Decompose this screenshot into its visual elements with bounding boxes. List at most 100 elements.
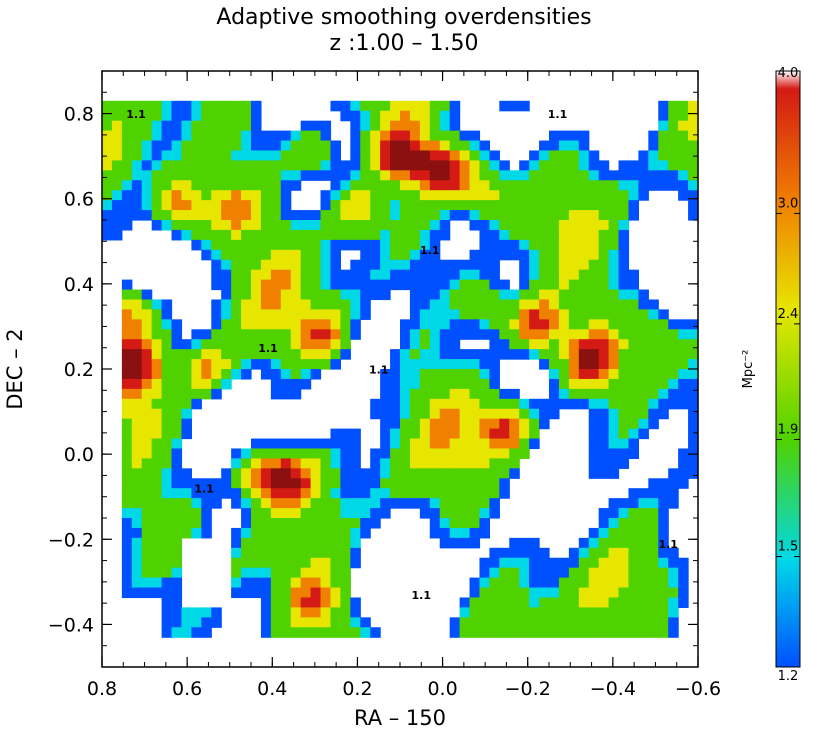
density-cell (628, 299, 639, 310)
density-cell (449, 418, 461, 430)
density-cell (558, 398, 570, 410)
density-cell (181, 190, 192, 201)
density-cell (380, 408, 391, 420)
density-cell (290, 299, 302, 310)
density-cell (171, 229, 183, 241)
density-cell (310, 508, 322, 519)
density-cell (568, 388, 580, 400)
density-cell (181, 140, 192, 152)
density-cell (578, 160, 590, 171)
density-cell (171, 120, 183, 132)
density-cell (578, 259, 590, 271)
density-cell (181, 388, 192, 400)
density-cell (598, 329, 610, 340)
density-cell (360, 140, 371, 152)
density-cell (449, 150, 461, 161)
density-cell (270, 577, 282, 589)
density-cell (539, 547, 550, 559)
density-cell (161, 557, 173, 569)
density-cell (290, 458, 302, 469)
density-cell (181, 617, 192, 628)
density-cell (241, 508, 252, 519)
density-cell (588, 200, 600, 211)
density-cell (459, 398, 471, 410)
density-cell (638, 547, 649, 559)
density-cell (439, 210, 451, 221)
density-cell (201, 369, 212, 380)
density-cell (509, 319, 520, 330)
density-cell (330, 100, 341, 112)
density-cell (499, 438, 510, 450)
density-cell (251, 518, 262, 529)
density-cell (688, 349, 699, 360)
density-cell (251, 259, 262, 271)
density-cell (439, 408, 451, 420)
density-cell (419, 488, 431, 499)
density-cell (151, 537, 163, 549)
density-cell (350, 547, 361, 559)
density-cell (509, 220, 520, 231)
density-cell (390, 498, 401, 509)
density-cell (380, 269, 391, 281)
density-cell (469, 597, 481, 608)
density-cell (618, 160, 630, 171)
density-cell (251, 547, 262, 559)
density-cell (260, 527, 272, 539)
density-cell (370, 627, 381, 638)
density-cell (320, 448, 332, 459)
density-cell (489, 577, 500, 589)
density-cell (688, 210, 699, 221)
density-cell (131, 398, 143, 410)
density-cell (658, 597, 669, 608)
density-cell (489, 428, 500, 440)
density-cell (469, 349, 481, 360)
density-cell (598, 508, 610, 519)
density-cell (499, 458, 510, 469)
density-cell (489, 587, 500, 599)
density-cell (558, 309, 570, 320)
density-cell (141, 170, 153, 181)
density-cell (678, 150, 689, 161)
density-cell (270, 607, 282, 618)
density-cell (260, 448, 272, 459)
density-cell (648, 299, 659, 310)
density-cell (469, 160, 481, 171)
density-cell (121, 329, 133, 340)
density-cell (509, 537, 520, 549)
density-cell (608, 249, 620, 261)
density-cell (260, 130, 272, 142)
density-cell (340, 269, 351, 281)
density-cell (409, 309, 421, 320)
density-cell (558, 388, 570, 400)
density-cell (350, 438, 361, 450)
density-cell (618, 349, 630, 360)
density-cell (429, 418, 441, 430)
density-cell (489, 269, 500, 281)
density-cell (350, 299, 361, 310)
density-cell (588, 448, 600, 459)
density-cell (191, 607, 202, 618)
density-cell (549, 388, 560, 400)
density-cell (310, 567, 322, 579)
density-cell (161, 607, 173, 618)
density-cell (191, 349, 202, 360)
density-cell (489, 319, 500, 330)
density-cell (280, 349, 292, 360)
density-cell (300, 448, 312, 459)
density-cell (340, 229, 351, 241)
density-cell (688, 319, 699, 330)
density-cell (360, 488, 371, 499)
density-cell (409, 398, 421, 410)
density-cell (270, 259, 282, 271)
density-cell (479, 200, 490, 211)
density-cell (181, 160, 192, 171)
density-cell (429, 468, 441, 479)
density-cell (221, 339, 232, 350)
density-cell (459, 617, 471, 628)
colorbar-unit: Mpc⁻² (741, 350, 756, 389)
density-cell (171, 478, 183, 489)
density-cell (370, 448, 381, 459)
density-cell (648, 378, 659, 390)
density-cell (539, 249, 550, 261)
density-cell (300, 120, 312, 132)
